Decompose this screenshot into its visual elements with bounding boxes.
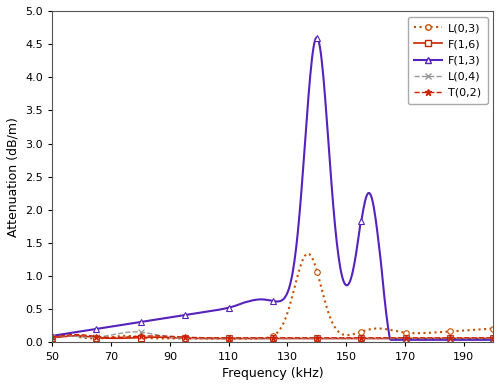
Legend: L(0,3), F(1,6), F(1,3), L(0,4), T(0,2): L(0,3), F(1,6), F(1,3), L(0,4), T(0,2) xyxy=(408,17,488,104)
X-axis label: Frequency (kHz): Frequency (kHz) xyxy=(222,367,324,380)
Y-axis label: Attenuation (dB/m): Attenuation (dB/m) xyxy=(7,117,20,236)
